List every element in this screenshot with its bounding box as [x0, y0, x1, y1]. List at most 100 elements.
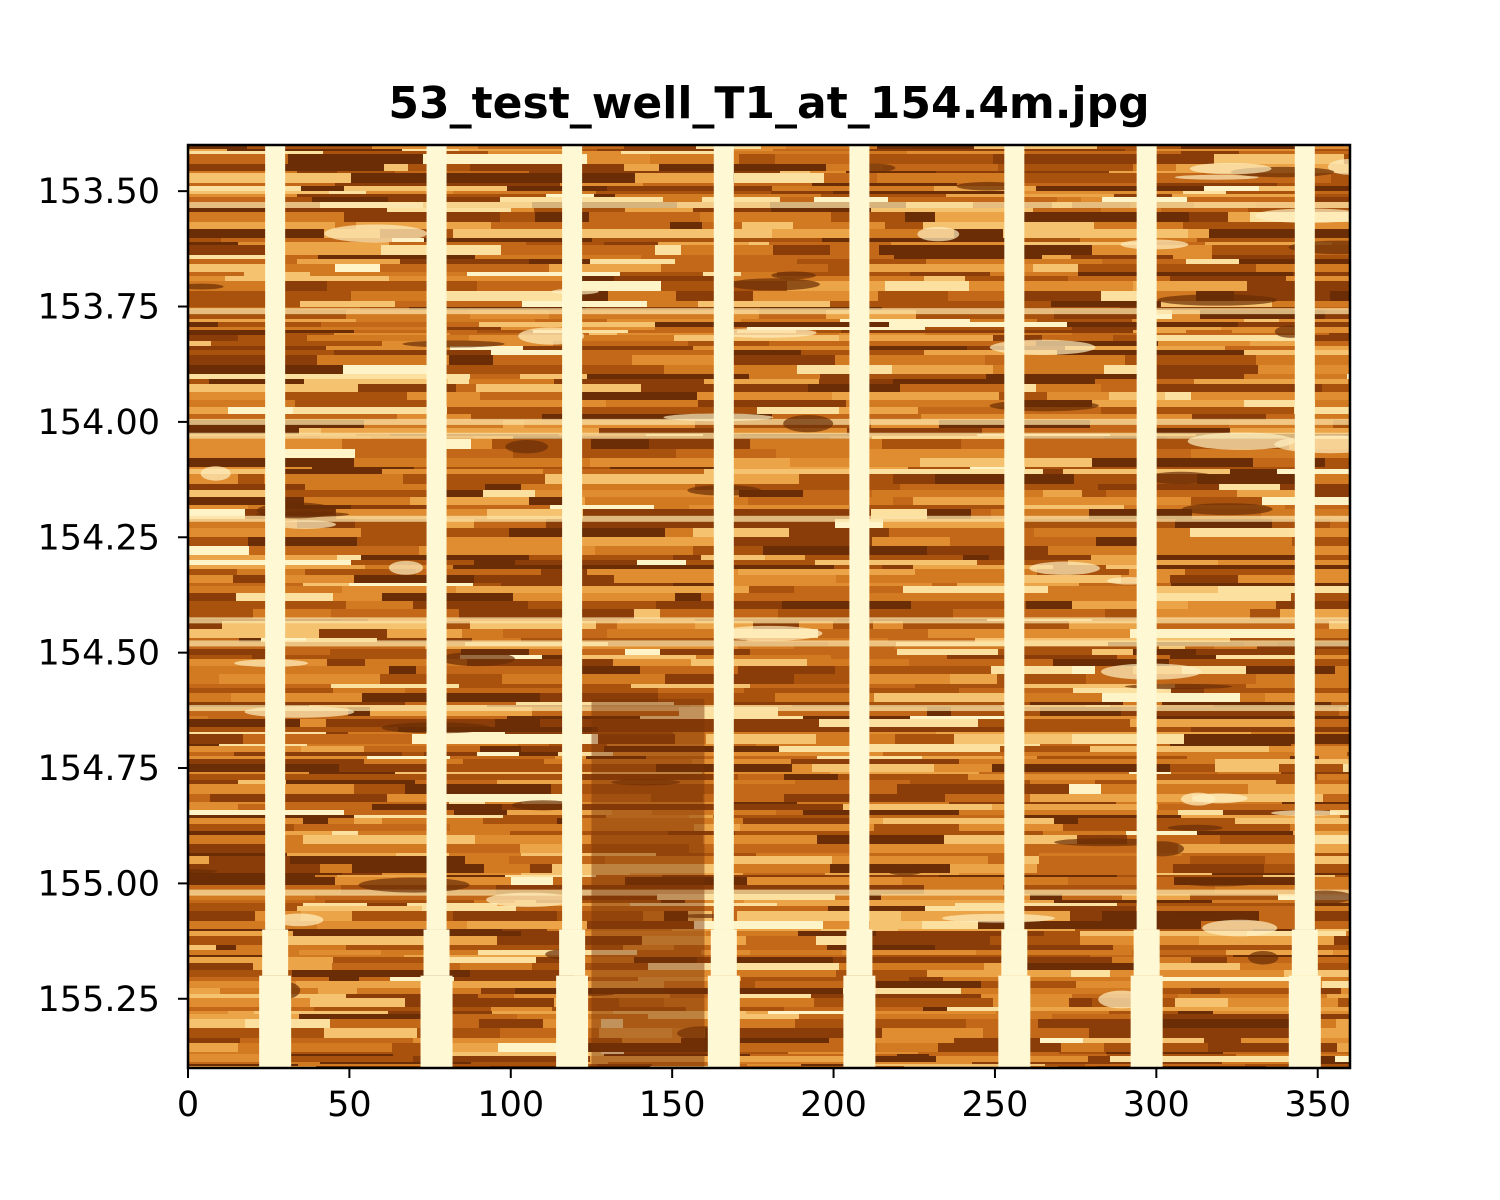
- texture-band: [344, 212, 501, 223]
- texture-band: [979, 772, 1072, 775]
- texture-band: [1221, 824, 1291, 832]
- texture-band: [453, 365, 585, 375]
- texture-band: [1198, 467, 1350, 470]
- texture-band: [405, 702, 517, 706]
- texture-band: [1265, 693, 1350, 703]
- texture-band: [768, 1011, 874, 1015]
- texture-band: [927, 707, 952, 717]
- texture-band: [188, 818, 304, 825]
- texture-band: [921, 414, 1040, 421]
- texture-band: [1021, 212, 1190, 223]
- texture-band: [1158, 804, 1324, 811]
- texture-band: [597, 1064, 653, 1067]
- texture-band: [342, 873, 383, 876]
- texture-band: [590, 1056, 758, 1063]
- texture-band: [1079, 583, 1172, 587]
- texture-band: [357, 537, 433, 547]
- lens-feature: [888, 869, 922, 876]
- texture-band: [721, 458, 791, 468]
- texture-band: [1175, 519, 1273, 529]
- texture-band: [625, 649, 661, 656]
- texture-band: [1212, 900, 1350, 904]
- texture-band: [750, 684, 916, 689]
- texture-band: [1322, 384, 1350, 393]
- texture-band: [1220, 988, 1292, 995]
- texture-band: [939, 875, 1118, 878]
- texture-band: [674, 428, 729, 435]
- texture-band: [417, 1028, 501, 1039]
- texture-band: [188, 1052, 218, 1055]
- texture-band: [990, 272, 1079, 277]
- pad-stripe: [426, 145, 447, 930]
- texture-band: [188, 272, 245, 277]
- texture-band: [467, 272, 621, 277]
- texture-band: [1234, 546, 1304, 556]
- texture-band: [188, 955, 283, 958]
- texture-band: [628, 586, 750, 594]
- texture-band: [325, 900, 475, 904]
- texture-band: [518, 565, 664, 570]
- texture-band: [998, 649, 1093, 656]
- texture-band: [1090, 746, 1270, 753]
- texture-band: [351, 505, 442, 510]
- texture-band: [978, 719, 1131, 728]
- texture-band: [724, 784, 898, 795]
- texture-band: [835, 666, 992, 675]
- texture-band: [663, 197, 703, 203]
- texture-band: [838, 774, 969, 781]
- texture-band: [239, 638, 262, 643]
- texture-band: [902, 900, 1055, 904]
- texture-band: [471, 414, 543, 421]
- texture-band: [876, 981, 982, 989]
- texture-band: [389, 666, 417, 675]
- texture-band: [502, 929, 548, 932]
- texture-band: [607, 629, 662, 639]
- texture-band: [324, 1028, 418, 1039]
- texture-band: [577, 149, 598, 152]
- texture-band: [780, 197, 815, 203]
- lens-feature: [1189, 162, 1272, 175]
- texture-band: [592, 238, 757, 243]
- texture-band: [803, 810, 872, 816]
- texture-band: [891, 242, 1006, 246]
- y-tick-label: 153.75: [38, 288, 160, 328]
- texture-band: [577, 335, 675, 342]
- texture-band: [188, 505, 249, 510]
- texture-band: [587, 998, 620, 1008]
- texture-band: [572, 655, 697, 660]
- texture-band: [348, 707, 371, 717]
- texture-band: [763, 546, 928, 556]
- pad-stripe: [420, 975, 453, 1068]
- texture-band: [740, 145, 762, 150]
- texture-band: [873, 1011, 925, 1015]
- texture-band: [1310, 655, 1350, 660]
- texture-band: [1039, 853, 1183, 857]
- texture-band: [1323, 794, 1350, 803]
- texture-band: [188, 1014, 300, 1020]
- texture-band: [1071, 970, 1111, 978]
- texture-band: [297, 194, 430, 198]
- texture-band: [592, 732, 674, 735]
- texture-band: [961, 330, 1134, 334]
- lens-feature: [1192, 793, 1248, 804]
- texture-band: [445, 1054, 605, 1057]
- texture-band: [478, 994, 515, 999]
- lens-feature: [188, 869, 218, 874]
- texture-band: [1331, 702, 1350, 706]
- texture-band: [491, 1007, 553, 1012]
- texture-band: [297, 906, 423, 912]
- texture-band: [492, 1011, 614, 1015]
- texture-band: [772, 414, 922, 421]
- texture-band: [999, 955, 1091, 958]
- texture-band: [791, 911, 902, 922]
- texture-band: [900, 384, 1017, 393]
- texture-band: [621, 151, 732, 155]
- texture-band: [1212, 255, 1314, 260]
- texture-band: [209, 379, 305, 385]
- texture-band: [723, 194, 822, 198]
- texture-band: [238, 804, 373, 811]
- texture-band: [741, 319, 841, 323]
- texture-band: [188, 1054, 268, 1057]
- texture-band: [1071, 772, 1130, 775]
- texture-band: [188, 794, 211, 803]
